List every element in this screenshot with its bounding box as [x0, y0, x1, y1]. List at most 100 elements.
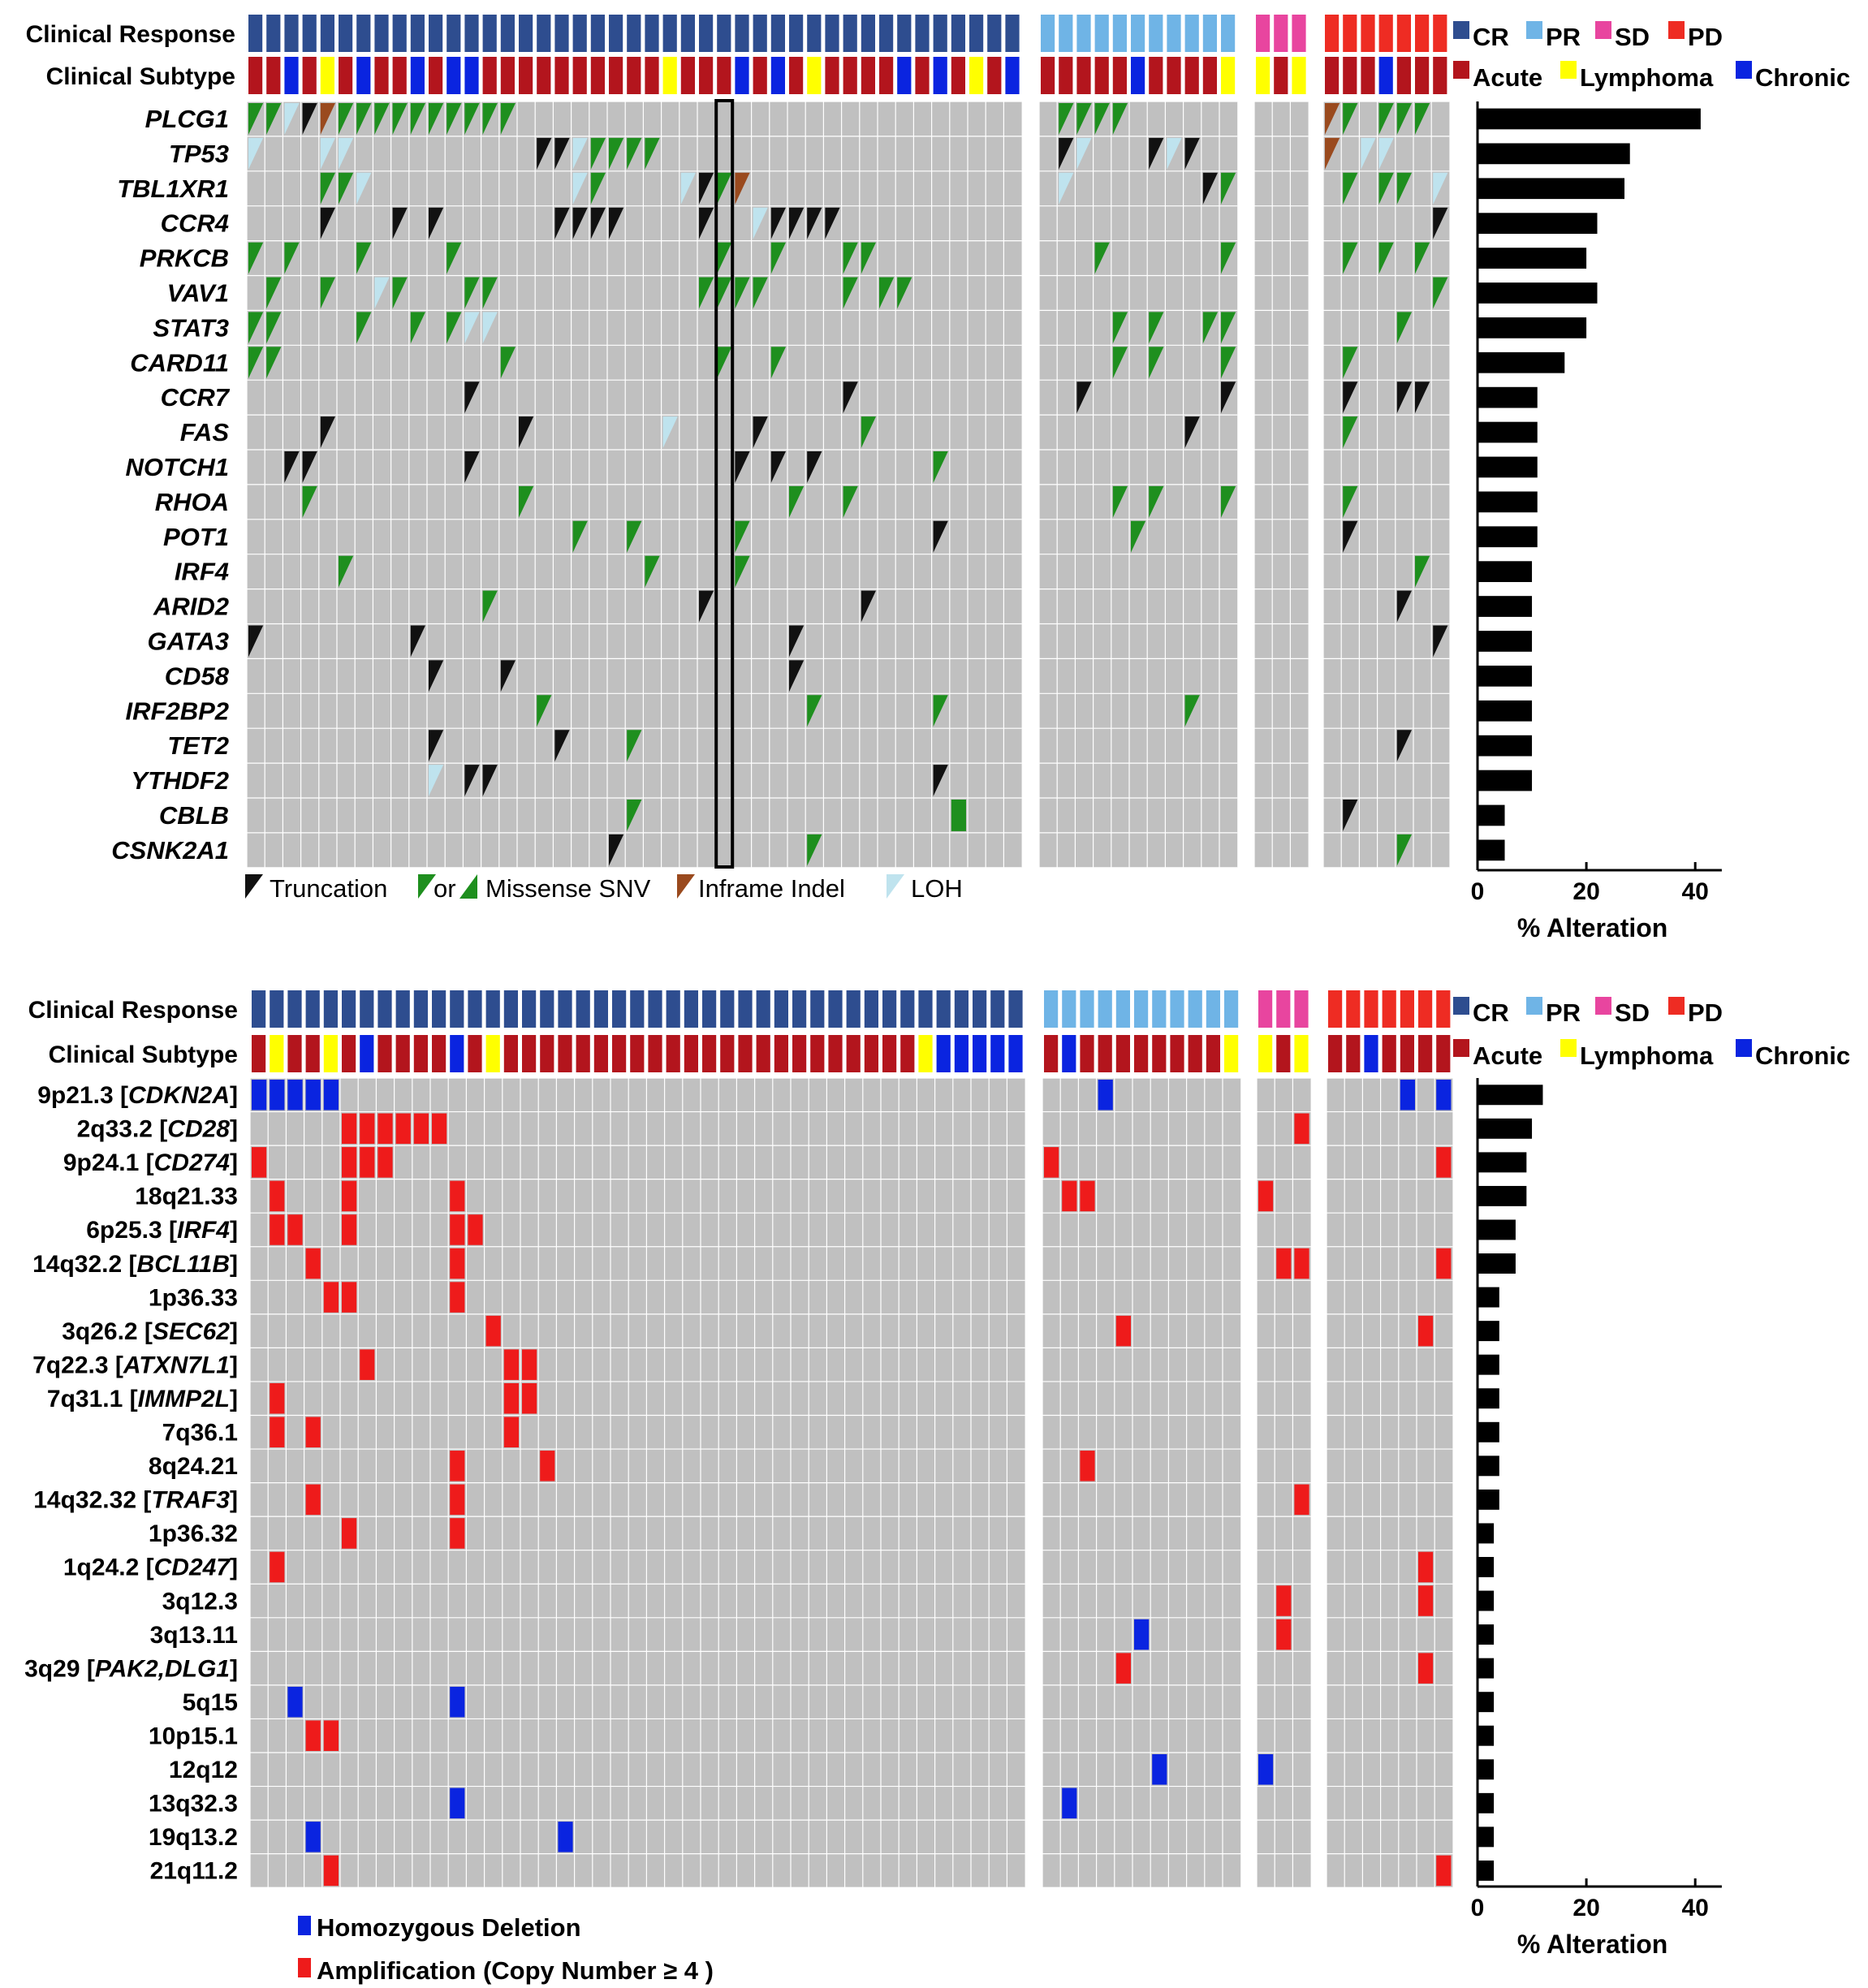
- response-cell: [1346, 990, 1361, 1028]
- missense-mark: [339, 555, 354, 588]
- subtype-cell: [360, 1035, 374, 1072]
- subtype-cell: [789, 57, 804, 94]
- truncation-mark: [933, 765, 948, 796]
- missense-mark: [627, 137, 642, 170]
- subtype-cell: [1005, 57, 1020, 94]
- amplification-mark: [1418, 1585, 1434, 1616]
- truncation-mark: [1149, 137, 1164, 170]
- deletion-mark: [270, 1080, 285, 1110]
- missense-mark: [266, 277, 282, 309]
- truncation-mark: [572, 207, 588, 239]
- missense-mark: [1396, 103, 1412, 135]
- subtype-cell: [680, 57, 695, 94]
- response-cell: [1094, 15, 1109, 52]
- subtype-cell: [432, 1035, 447, 1072]
- subtype-cell: [1258, 1035, 1273, 1072]
- gene-label: CCR7: [161, 383, 231, 412]
- truncation-mark: [482, 765, 498, 796]
- amplification-mark: [1294, 1484, 1309, 1516]
- amplification-mark: [360, 1349, 375, 1380]
- region-label: 7q31.1 [IMMP2L]: [47, 1386, 238, 1412]
- subtype-cell: [630, 1035, 645, 1072]
- missense-mark: [753, 277, 768, 309]
- amplification-mark: [1276, 1585, 1292, 1616]
- amplification-mark: [305, 1484, 321, 1516]
- response-cell: [1044, 990, 1059, 1028]
- region-label: 1p36.33: [149, 1284, 238, 1311]
- subtype-cell: [864, 1035, 878, 1072]
- response-cell: [522, 990, 537, 1028]
- subtype-cell: [720, 1035, 735, 1072]
- subtype-cell: [1325, 57, 1340, 94]
- response-cell: [936, 990, 951, 1028]
- truncation-mark: [284, 451, 300, 483]
- region-label: 7q36.1: [162, 1420, 238, 1447]
- subtype-cell: [900, 1035, 915, 1072]
- subtype-cell: [1115, 1035, 1130, 1072]
- amplification-mark: [450, 1248, 465, 1279]
- subtype-cell: [1400, 1035, 1414, 1072]
- subtype-cell: [356, 57, 371, 94]
- missense-mark: [1343, 242, 1358, 274]
- response-cell: [1294, 990, 1309, 1028]
- subtype-cell: [879, 57, 894, 94]
- amplification-mark: [1294, 1113, 1309, 1145]
- truncation-mark: [699, 207, 714, 239]
- alteration-bar: [1478, 526, 1538, 548]
- missense-mark: [627, 730, 642, 762]
- response-cell: [1134, 990, 1149, 1028]
- subtype-cell: [1044, 1035, 1059, 1072]
- response-cell: [738, 990, 753, 1028]
- truncation-mark: [1396, 590, 1412, 623]
- truncation-mark: [429, 730, 444, 762]
- truncation-mark: [1343, 382, 1358, 414]
- response-cell: [500, 15, 515, 52]
- missense-mark: [1112, 103, 1128, 135]
- subtype-cell: [1098, 1035, 1112, 1072]
- subtype-cell: [828, 1035, 843, 1072]
- truncation-mark: [464, 451, 480, 483]
- deletion-mark: [323, 1080, 339, 1110]
- subtype-cell: [1418, 1035, 1433, 1072]
- alteration-bar: [1478, 1085, 1543, 1106]
- response-cell: [666, 990, 680, 1028]
- x-tick-label: 0: [1471, 1895, 1485, 1921]
- subtype-legend-label: Chronic: [1755, 63, 1850, 92]
- gene-label: IRF2BP2: [126, 696, 229, 725]
- missense-mark: [770, 347, 786, 379]
- indel-mark: [1325, 137, 1340, 170]
- response-legend-swatch: [1526, 997, 1542, 1015]
- alteration-bar: [1478, 770, 1533, 791]
- subtype-cell: [1415, 57, 1430, 94]
- truncation-mark: [429, 660, 444, 692]
- region-label: 3q12.3: [162, 1588, 238, 1615]
- alteration-bar: [1478, 1455, 1499, 1477]
- region-label: 14q32.2 [BCL11B]: [32, 1251, 238, 1278]
- missense-mark: [464, 277, 480, 309]
- alteration-bar: [1478, 561, 1533, 583]
- subtype-cell: [1382, 1035, 1396, 1072]
- truncation-mark: [410, 625, 425, 658]
- response-cell: [915, 15, 930, 52]
- subtype-cell: [699, 57, 714, 94]
- response-cell: [774, 990, 788, 1028]
- response-legend-label: PD: [1688, 23, 1723, 51]
- subtype-cell: [774, 1035, 788, 1072]
- amplification-mark: [342, 1147, 357, 1178]
- subtype-cell: [1131, 57, 1145, 94]
- subtype-cell: [735, 57, 749, 94]
- missense-mark: [861, 242, 876, 274]
- subtype-cell: [756, 1035, 770, 1072]
- amplification-mark: [522, 1349, 537, 1380]
- missense-mark: [266, 347, 282, 379]
- loh-mark: [680, 172, 696, 205]
- subtype-cell: [1202, 57, 1217, 94]
- missense-mark: [302, 485, 317, 518]
- missense-mark: [1415, 555, 1430, 588]
- missense-mark: [1221, 172, 1236, 205]
- subtype-cell: [609, 57, 623, 94]
- amplification-mark: [342, 1180, 357, 1212]
- subtype-cell: [1378, 57, 1393, 94]
- amplification-mark: [252, 1147, 267, 1178]
